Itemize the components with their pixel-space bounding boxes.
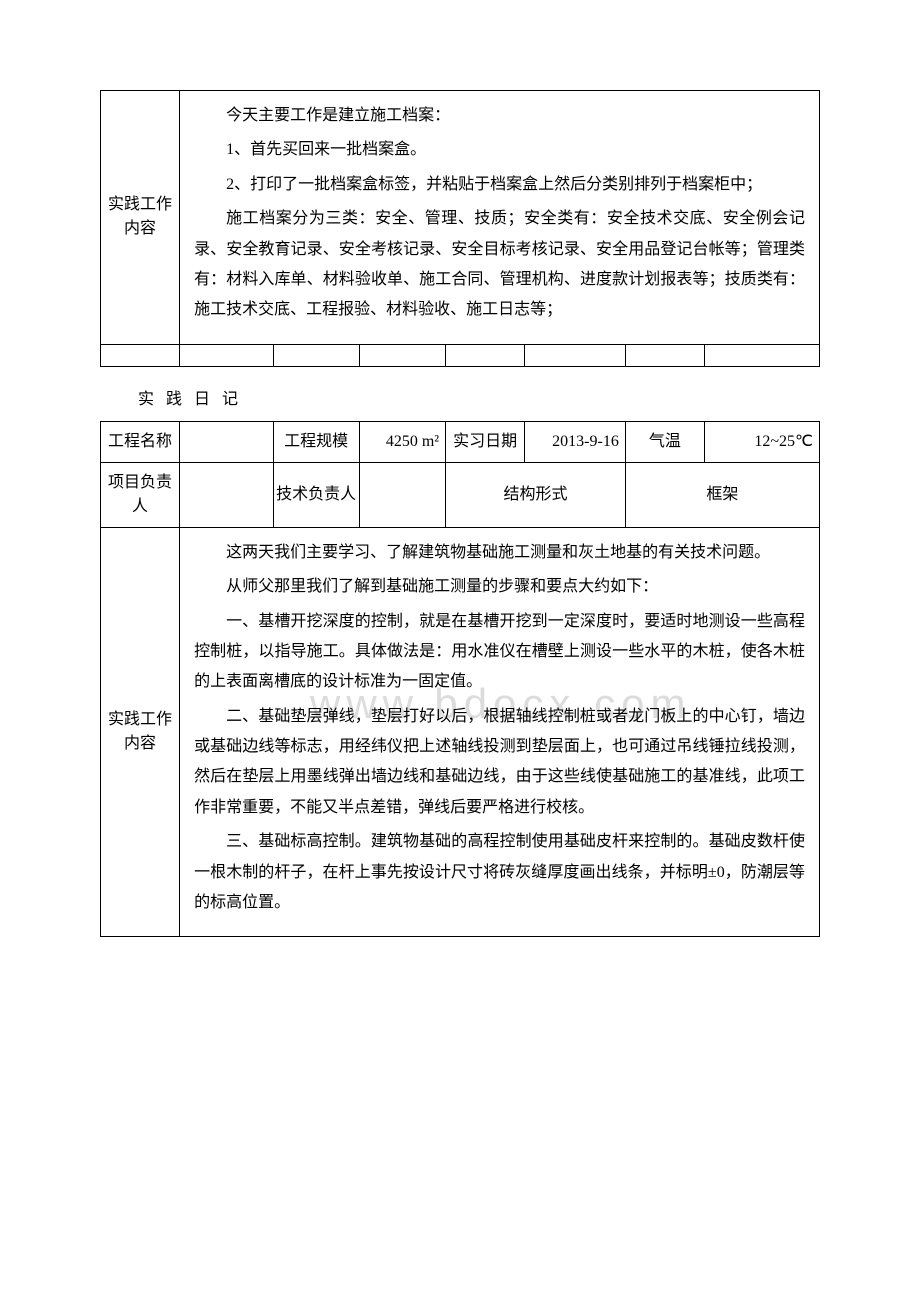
project-name-value — [180, 421, 273, 462]
tech-leader-label: 技术负责人 — [273, 462, 359, 527]
project-scale-value: 4250 m² — [359, 421, 445, 462]
project-name-label: 工程名称 — [101, 421, 180, 462]
table-row: 实践工作内容 这两天我们主要学习、了解建筑物基础施工测量和灰土地基的有关技术问题… — [101, 527, 820, 937]
table-row: 项目负责人 技术负责人 结构形式 框架 — [101, 462, 820, 527]
empty-cell — [180, 344, 273, 366]
paragraph: 施工档案分为三类：安全、管理、技质；安全类有：安全技术交底、安全例会记录、安全教… — [194, 204, 805, 326]
practice-content-cell: 今天主要工作是建立施工档案： 1、首先买回来一批档案盒。 2、打印了一批档案盒标… — [180, 91, 820, 345]
section-title: 实 践 日 记 — [138, 385, 820, 409]
practice-diary-table: 工程名称 工程规模 4250 m² 实习日期 2013-9-16 气温 12~2… — [100, 421, 820, 938]
empty-cell — [273, 344, 359, 366]
temperature-value: 12~25℃ — [704, 421, 819, 462]
empty-cell — [625, 344, 704, 366]
paragraph: 二、基础垫层弹线，垫层打好以后，根据轴线控制桩或者龙门板上的中心钉，墙边或基础边… — [194, 702, 805, 824]
table-row: 实践工作内容 今天主要工作是建立施工档案： 1、首先买回来一批档案盒。 2、打印… — [101, 91, 820, 345]
structure-type-label: 结构形式 — [446, 462, 626, 527]
practice-date-value: 2013-9-16 — [525, 421, 626, 462]
project-scale-label: 工程规模 — [273, 421, 359, 462]
practice-content-cell-2: 这两天我们主要学习、了解建筑物基础施工测量和灰土地基的有关技术问题。 从师父那里… — [180, 527, 820, 937]
empty-cell — [446, 344, 525, 366]
practice-date-label: 实习日期 — [446, 421, 525, 462]
practice-content-label-2: 实践工作内容 — [101, 527, 180, 937]
empty-cell — [101, 344, 180, 366]
paragraph: 1、首先买回来一批档案盒。 — [194, 135, 805, 165]
table-row: 工程名称 工程规模 4250 m² 实习日期 2013-9-16 气温 12~2… — [101, 421, 820, 462]
paragraph: 2、打印了一批档案盒标签，并粘贴于档案盒上然后分类别排列于档案柜中； — [194, 170, 805, 200]
paragraph: 三、基础标高控制。建筑物基础的高程控制使用基础皮杆来控制的。基础皮数杆使一根木制… — [194, 827, 805, 918]
structure-type-value: 框架 — [625, 462, 819, 527]
project-leader-value — [180, 462, 273, 527]
project-leader-label: 项目负责人 — [101, 462, 180, 527]
empty-cell — [704, 344, 819, 366]
temperature-label: 气温 — [625, 421, 704, 462]
paragraph: 从师父那里我们了解到基础施工测量的步骤和要点大约如下： — [194, 572, 805, 602]
paragraph: 今天主要工作是建立施工档案： — [194, 101, 805, 131]
practice-content-table-1: 实践工作内容 今天主要工作是建立施工档案： 1、首先买回来一批档案盒。 2、打印… — [100, 90, 820, 367]
table-row — [101, 344, 820, 366]
empty-cell — [359, 344, 445, 366]
paragraph: 一、基槽开挖深度的控制，就是在基槽开挖到一定深度时，要适时地测设一些高程控制桩，… — [194, 607, 805, 698]
paragraph: 这两天我们主要学习、了解建筑物基础施工测量和灰土地基的有关技术问题。 — [194, 538, 805, 568]
practice-content-label: 实践工作内容 — [101, 91, 180, 345]
empty-cell — [525, 344, 626, 366]
tech-leader-value — [359, 462, 445, 527]
